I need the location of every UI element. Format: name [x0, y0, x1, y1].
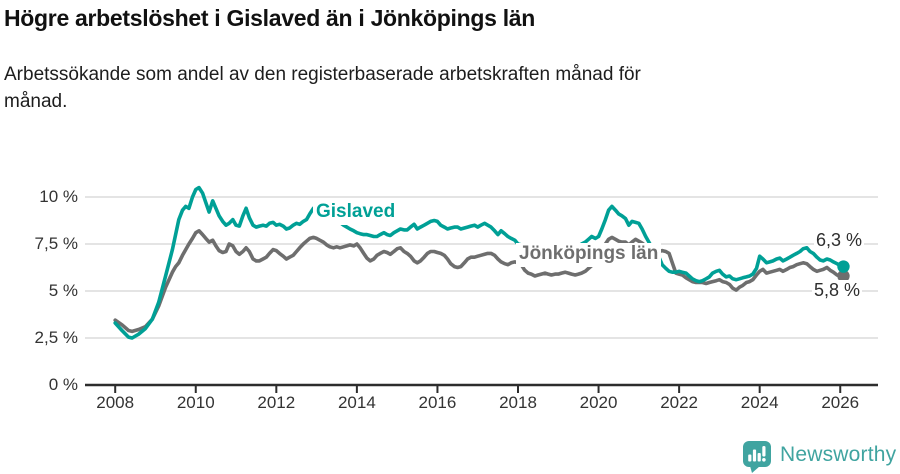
x-axis-tick-label: 2016 — [418, 393, 457, 412]
x-axis-tick-label: 2022 — [660, 393, 699, 412]
y-axis-tick-label: 7,5 % — [34, 234, 78, 253]
series-label-jonkopings-lan: Jönköpings län — [516, 243, 662, 267]
series-label-gislaved: Gislaved — [313, 200, 399, 225]
x-axis-tick-label: 2012 — [257, 393, 296, 412]
page-title: Högre arbetslöshet i Gislaved än i Jönkö… — [4, 5, 536, 31]
x-axis-tick-label: 2020 — [579, 393, 618, 412]
series-line-gislaved — [113, 185, 846, 340]
brand-name: Newsworthy — [780, 443, 897, 466]
end-dot-j-nk-pings-l-n — [837, 269, 850, 283]
y-axis-tick-label: 2,5 % — [34, 328, 78, 347]
y-axis-tick-label: 5 % — [48, 281, 78, 300]
y-axis-tick-label: 0 % — [48, 375, 78, 394]
y-axis-tick-label: 10 % — [39, 187, 78, 206]
x-axis-tick-label: 2018 — [499, 393, 537, 412]
end-dot-gislaved — [837, 260, 850, 273]
x-axis-tick-label: 2026 — [821, 393, 860, 412]
x-axis-tick-label: 2024 — [740, 393, 779, 412]
end-value-label-jonkopings-lan: 5,8 % — [812, 280, 863, 301]
x-axis-tick-label: 2008 — [96, 393, 135, 412]
x-axis-tick-label: 2010 — [176, 393, 215, 412]
newsworthy-logo-icon — [743, 441, 771, 473]
chart-subtitle: Arbetssökande som andel av den registerb… — [4, 64, 641, 112]
series-line-j-nk-pings-l-n — [113, 229, 846, 334]
x-axis-tick-label: 2014 — [337, 393, 376, 412]
end-value-label-gislaved: 6,3 % — [814, 230, 865, 251]
